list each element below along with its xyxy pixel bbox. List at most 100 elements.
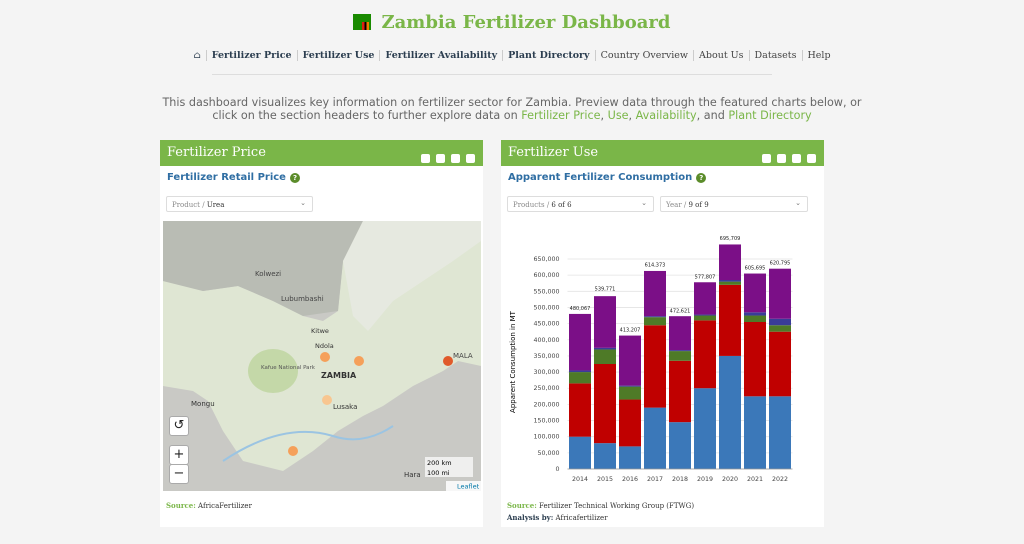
intro-text: This dashboard visualizes key informatio… xyxy=(162,96,862,122)
y-tick-label: 100,000 xyxy=(533,434,559,441)
use-panel: Fertilizer Use Apparent Fertilizer Consu… xyxy=(501,140,824,527)
map[interactable]: Kolwezi Lubumbashi Kitwe Ndola ZAMBIA Kafue N… xyxy=(163,221,481,491)
y-tick-label: 250,000 xyxy=(533,385,559,392)
price-marker[interactable] xyxy=(320,352,330,362)
bar-segment xyxy=(744,315,766,322)
expand-icon[interactable] xyxy=(807,154,816,163)
attribution[interactable]: Leaflet xyxy=(457,483,480,491)
panel-title: Fertilizer Price xyxy=(167,145,266,160)
map-label: Kolwezi xyxy=(255,270,281,278)
nav-item[interactable]: Country Overview xyxy=(594,50,694,61)
map-label: Hara xyxy=(404,471,421,479)
select-value: Urea xyxy=(206,201,225,209)
nav-item[interactable]: Plant Directory xyxy=(502,50,595,61)
download-icon[interactable] xyxy=(451,154,460,163)
nav-item[interactable]: Fertilizer Price xyxy=(205,50,297,61)
camera-icon[interactable] xyxy=(436,154,445,163)
bar-segment xyxy=(719,355,741,469)
river xyxy=(222,425,394,462)
total-label: 695,709 xyxy=(720,236,741,242)
map-label: Kitwe xyxy=(311,327,329,335)
y-tick-label: 550,000 xyxy=(533,288,559,295)
y-axis-title: Apparent Consumption in MT xyxy=(509,310,517,413)
home-icon[interactable]: ⌂ xyxy=(193,50,201,61)
help-icon[interactable]: ? xyxy=(289,173,300,183)
nav-item[interactable]: Fertilizer Availability xyxy=(379,50,503,61)
y-tick-label: 500,000 xyxy=(533,304,559,311)
x-tick-label: 2020 xyxy=(722,476,738,483)
nav-bar: ⌂ Fertilizer Price Fertilizer Use Fertilize… xyxy=(0,50,1024,61)
intro-link[interactable]: Fertilizer Price xyxy=(521,109,601,122)
bar-segment xyxy=(769,318,791,326)
north-land xyxy=(343,221,481,331)
nav-divider xyxy=(212,74,772,75)
price-marker[interactable] xyxy=(443,356,453,366)
map-label: Mongu xyxy=(191,400,215,408)
total-label: 614,373 xyxy=(645,263,666,269)
x-tick-label: 2019 xyxy=(697,476,713,483)
bar-segment xyxy=(644,407,666,469)
source-text: Fertilizer Technical Working Group (FTWG… xyxy=(539,502,695,510)
y-tick-label: 350,000 xyxy=(533,353,559,360)
map-label: MALA xyxy=(453,352,473,360)
map-label: Ndola xyxy=(315,342,334,350)
bar-segment xyxy=(669,422,691,469)
y-tick-label: 0 xyxy=(555,466,559,473)
intro-text: This dashboard visualizes key informatio… xyxy=(150,96,874,122)
price-marker[interactable] xyxy=(322,395,332,405)
bar-segment xyxy=(594,364,616,444)
scale-km: 200 km xyxy=(427,459,452,467)
bar-segment xyxy=(719,244,741,280)
zoom-in[interactable]: + xyxy=(169,445,189,465)
price-marker[interactable] xyxy=(288,446,298,456)
reset-button[interactable]: ↺ xyxy=(169,416,189,436)
intro-link[interactable]: Availability xyxy=(635,109,697,122)
refresh-icon[interactable] xyxy=(421,154,430,163)
y-tick-label: 200,000 xyxy=(533,401,559,408)
source-line: Source: Fertilizer Technical Working Gro… xyxy=(507,501,694,510)
product-select[interactable]: Product / Urea xyxy=(166,195,313,212)
camera-icon[interactable] xyxy=(777,154,786,163)
refresh-icon[interactable] xyxy=(762,154,771,163)
map-label: Lusaka xyxy=(333,403,357,411)
bar-segment xyxy=(594,347,616,350)
price-marker[interactable] xyxy=(354,356,364,366)
bar-segment xyxy=(769,325,791,332)
chart: Apparent Consumption in MT 0 50,000 100,00… xyxy=(509,236,793,483)
select-value: 6 of 6 xyxy=(551,201,572,209)
year-select[interactable]: Year / 9 of 9 xyxy=(660,195,808,212)
nav-item[interactable]: About Us xyxy=(693,50,749,61)
nav-item[interactable]: Datasets xyxy=(748,50,802,61)
intro-link[interactable]: Plant Directory xyxy=(728,109,812,122)
source-line: Source: AfricaFertilizer xyxy=(166,501,252,510)
bar-segment xyxy=(769,268,791,319)
bar-segment xyxy=(669,350,691,352)
expand-icon[interactable] xyxy=(466,154,475,163)
nav-item[interactable]: Fertilizer Use xyxy=(296,50,380,61)
download-icon[interactable] xyxy=(792,154,801,163)
x-tick-label: 2015 xyxy=(597,476,613,483)
help-icon[interactable]: ? xyxy=(696,173,707,183)
scale-bar: 200 km 100 mi xyxy=(425,457,473,477)
intro-link[interactable]: Use xyxy=(607,109,629,122)
panel-header: Fertilizer Use xyxy=(501,140,824,166)
map-labels: Kolwezi Lubumbashi Kitwe Ndola ZAMBIA Kafue N… xyxy=(191,270,473,479)
products-select[interactable]: Products / 6 of 6 xyxy=(507,195,654,212)
bar-segment xyxy=(644,317,666,326)
bar-segment xyxy=(569,372,591,384)
analysis-label: Analysis by: xyxy=(507,513,554,522)
total-label: 605,695 xyxy=(745,265,766,271)
total-label: 413,207 xyxy=(620,328,641,334)
park-area xyxy=(248,349,298,393)
bar-segment xyxy=(619,446,641,469)
nav-item[interactable]: Help xyxy=(801,50,836,61)
y-tick-label: 150,000 xyxy=(533,418,559,425)
bar-segment xyxy=(669,351,691,361)
y-tick-label: 450,000 xyxy=(533,321,559,328)
panel-subtitle: Fertilizer Retail Price? xyxy=(167,172,300,183)
total-label: 539,771 xyxy=(595,287,616,293)
source-text: AfricaFertilizer xyxy=(198,502,252,510)
intro-text: , and xyxy=(696,109,729,122)
bar-segment xyxy=(694,315,716,321)
zoom-out[interactable]: − xyxy=(169,464,189,484)
